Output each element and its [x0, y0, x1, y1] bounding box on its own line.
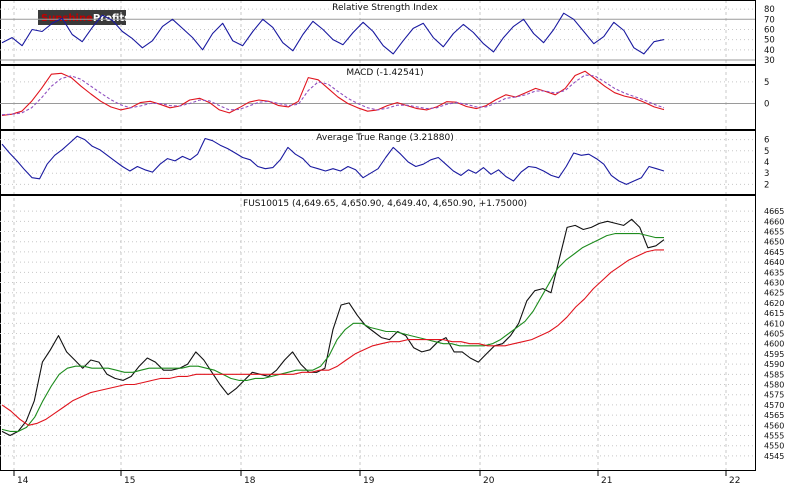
price-series-0	[1, 218, 665, 437]
x-axis: 14 15 18 19 20 21 22	[0, 470, 755, 486]
rsi-tick-label-1: 40	[764, 46, 775, 56]
price-title: FUS10015 (4,649.65, 4,650.90, 4,649.40, …	[243, 199, 527, 209]
logo[interactable]: SunshineProfits.com	[38, 10, 157, 25]
macd-tick-label-1: 5	[764, 78, 769, 88]
macd-series-0	[1, 70, 665, 117]
price-tick-label-18: 4635	[764, 268, 784, 277]
rsi-tick-label-3: 60	[764, 25, 775, 35]
price-tick-label-17: 4630	[764, 279, 784, 288]
rsi-frame	[0, 0, 756, 65]
rsi-tick-label-0: 30	[764, 56, 775, 66]
macd-panel: 0 5 MACD (-1.42541)	[0, 65, 769, 130]
price-tick-label-23: 4660	[764, 217, 784, 226]
atr-tick-label-1: 3	[764, 169, 769, 179]
logo-text-part3: .com	[130, 13, 157, 24]
price-tick-label-8: 4585	[764, 370, 784, 379]
x-tick-label-6: 22	[729, 476, 740, 486]
x-tick-label-5: 21	[601, 476, 612, 486]
price-series-2	[1, 249, 664, 426]
logo-text: SunshineProfits.com	[41, 13, 157, 24]
x-tick-label-1: 15	[124, 476, 135, 486]
price-tick-label-10: 4595	[764, 350, 784, 359]
price-tick-label-19: 4640	[764, 258, 784, 267]
price-tick-label-14: 4615	[764, 309, 784, 318]
price-tick-label-24: 4665	[764, 207, 784, 216]
atr-tick-label-2: 4	[764, 158, 769, 168]
rsi-tick-label-5: 80	[764, 5, 775, 15]
price-tick-label-13: 4610	[764, 319, 784, 328]
rsi-tick-label-4: 70	[764, 15, 775, 25]
rsi-tick-label-2: 50	[764, 36, 775, 46]
logo-text-part1: Sunshine	[41, 13, 93, 24]
logo-background	[38, 10, 126, 25]
price-tick-label-16: 4625	[764, 289, 784, 298]
atr-tick-label-0: 2	[764, 180, 769, 190]
macd-title: MACD (-1.42541)	[346, 68, 423, 78]
price-frame	[0, 195, 756, 471]
x-tick-label-3: 19	[363, 476, 375, 486]
macd-series-1	[1, 74, 665, 116]
macd-tick-label-0: 0	[764, 99, 769, 109]
price-tick-label-0: 4545	[764, 452, 784, 461]
price-series-1	[1, 233, 664, 432]
price-tick-label-15: 4620	[764, 299, 784, 308]
price-tick-label-22: 4655	[764, 228, 784, 237]
x-tick-label-2: 18	[244, 476, 256, 486]
price-tick-label-4: 4565	[764, 411, 784, 420]
logo-text-part2: Profits	[93, 13, 130, 24]
rsi-title: Relative Strength Index	[332, 3, 438, 13]
price-tick-label-6: 4575	[764, 391, 784, 400]
price-tick-label-7: 4580	[764, 381, 784, 390]
atr-title: Average True Range (3.21880)	[316, 133, 453, 143]
x-tick-label-0: 14	[17, 476, 29, 486]
price-tick-label-20: 4645	[764, 248, 784, 257]
macd-frame	[0, 65, 756, 130]
price-tick-label-11: 4600	[764, 340, 784, 349]
price-tick-label-3: 4560	[764, 421, 784, 430]
atr-series-0	[1, 135, 665, 185]
price-tick-label-2: 4555	[764, 432, 784, 441]
price-tick-label-21: 4650	[764, 238, 784, 247]
rsi-series-0	[1, 12, 665, 55]
price-tick-label-9: 4590	[764, 360, 784, 369]
price-tick-label-1: 4550	[764, 442, 784, 451]
atr-tick-label-4: 6	[764, 136, 769, 146]
price-tick-label-5: 4570	[764, 401, 784, 410]
price-tick-label-12: 4605	[764, 330, 784, 339]
atr-tick-label-3: 5	[764, 147, 769, 157]
x-tick-label-4: 20	[483, 476, 495, 486]
